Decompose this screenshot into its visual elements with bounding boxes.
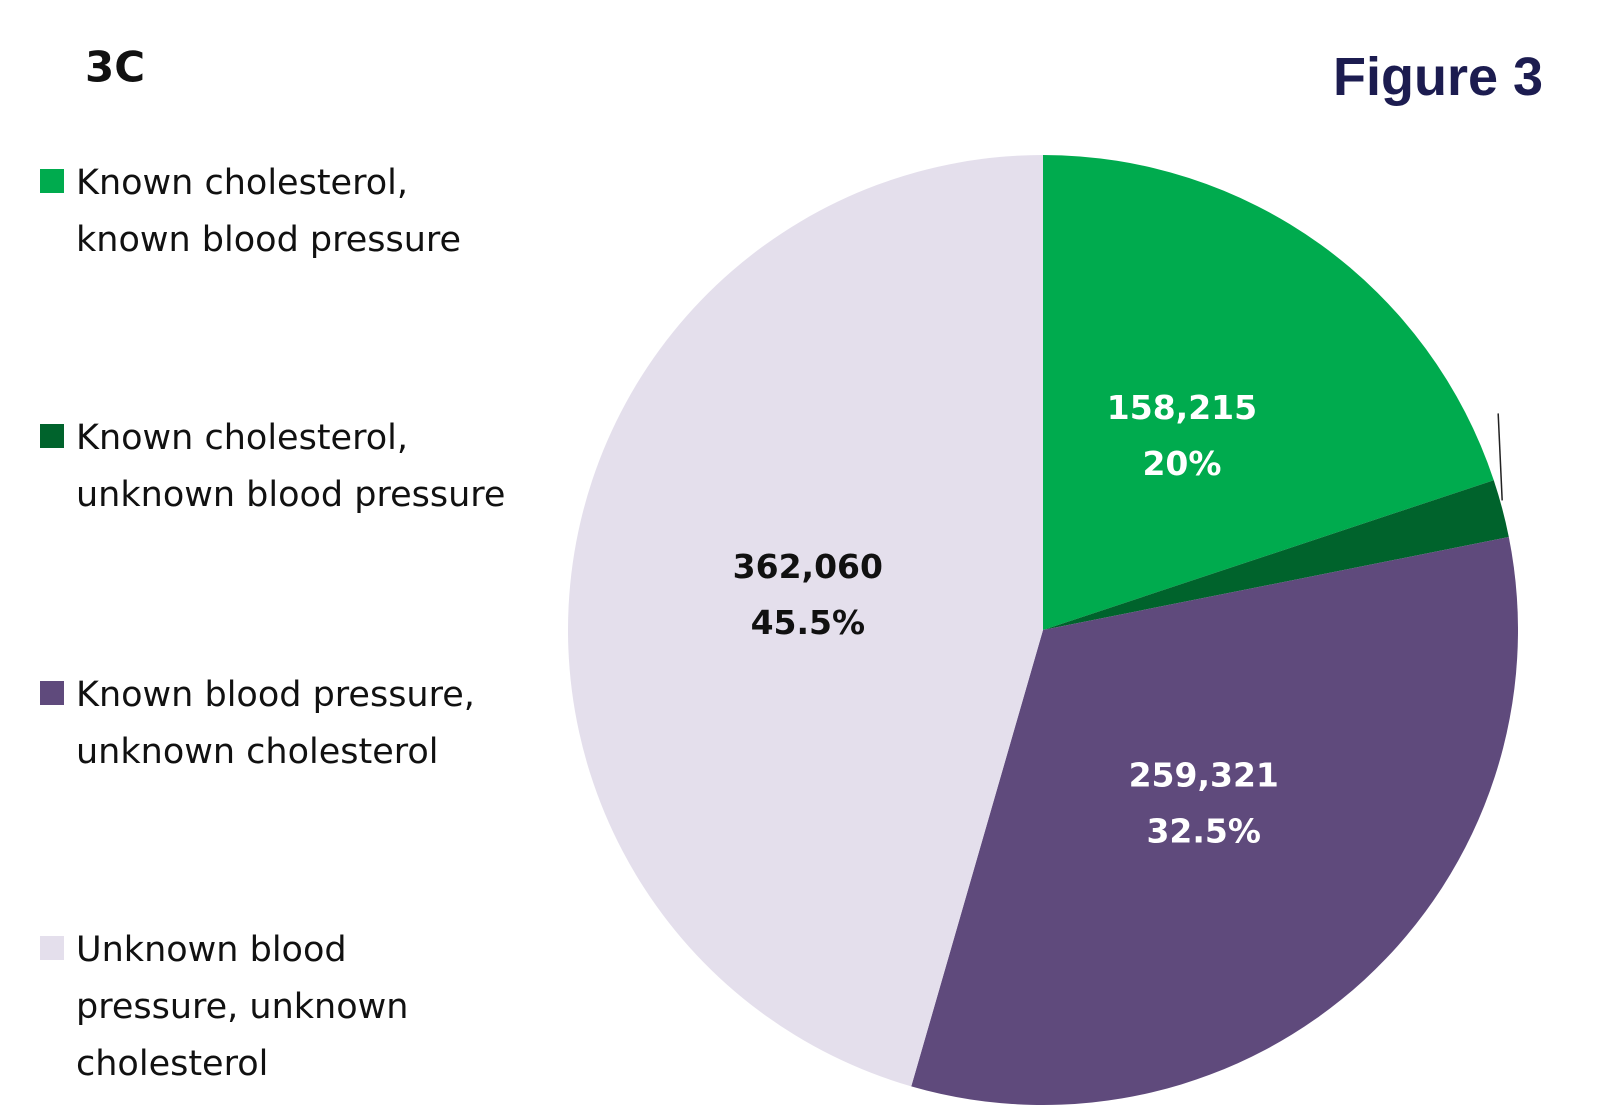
legend-label: Unknown blood pressure, unknown choleste… bbox=[76, 930, 409, 1084]
panel-label: 3C bbox=[85, 43, 145, 92]
legend-swatch bbox=[40, 169, 64, 193]
legend-label: Known cholesterol, known blood pressure bbox=[76, 163, 462, 260]
legend-swatch bbox=[40, 681, 64, 705]
legend-entry: Known blood pressure, unknown cholestero… bbox=[40, 667, 516, 781]
legend-label: Known blood pressure, unknown cholestero… bbox=[76, 675, 475, 772]
legend-entry: Unknown blood pressure, unknown choleste… bbox=[40, 922, 516, 1093]
leader-line bbox=[1497, 413, 1503, 501]
legend-swatch bbox=[40, 936, 64, 960]
legend-swatch bbox=[40, 424, 64, 448]
value-label: 158,215 bbox=[1107, 388, 1257, 427]
percentage-label: 20% bbox=[1142, 444, 1221, 483]
pie-slice bbox=[1043, 480, 1509, 630]
percentage-label: 32.5% bbox=[1146, 811, 1261, 850]
pie-slice bbox=[1043, 155, 1494, 630]
percentage-label: 2% bbox=[1464, 365, 1520, 404]
figure-label: Figure 3 bbox=[1333, 47, 1543, 107]
legend-entry: Known cholesterol, unknown blood pressur… bbox=[40, 410, 516, 524]
value-label: 362,060 bbox=[733, 547, 883, 586]
value-label: 259,321 bbox=[1129, 755, 1279, 794]
legend-entry: Known cholesterol, known blood pressure bbox=[40, 155, 516, 269]
value-label: 15,672 bbox=[1429, 309, 1556, 348]
percentage-label: 45.5% bbox=[751, 603, 866, 642]
pie-slice bbox=[567, 155, 1043, 1087]
pie-slice bbox=[911, 537, 1518, 1105]
legend-label: Known cholesterol, unknown blood pressur… bbox=[76, 418, 506, 515]
